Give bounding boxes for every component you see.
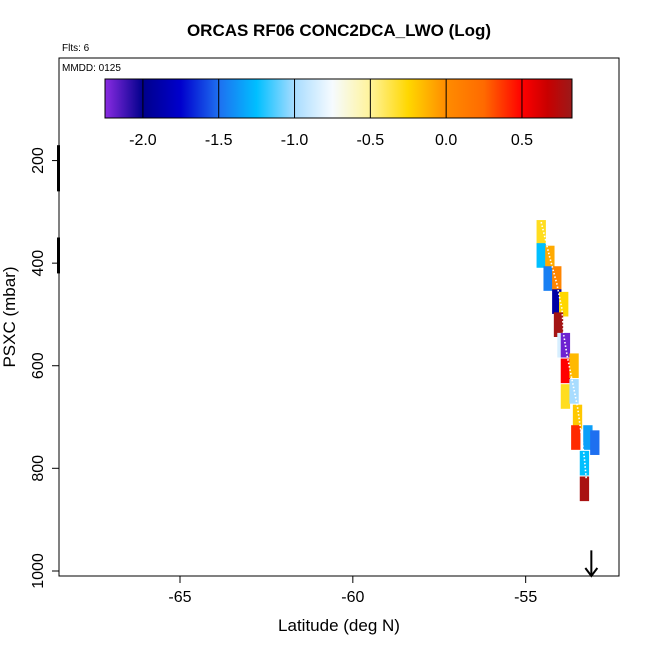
- data-cell: [552, 289, 562, 314]
- data-cell: [552, 266, 562, 291]
- plot-area: [57, 145, 600, 502]
- colorbar-tick-label: 0.0: [435, 132, 457, 149]
- data-cell: [560, 358, 571, 384]
- data-cell: [572, 404, 583, 430]
- colorbar-ticks: -2.0 -1.5 -1.0 -0.5 0.0 0.5: [129, 79, 533, 149]
- data-cell: [571, 425, 581, 450]
- y-tick-label: 400: [30, 250, 47, 277]
- flights-label: Flts: 6: [62, 43, 90, 54]
- arrow-head: [584, 567, 599, 578]
- arrow-marker: [584, 550, 599, 578]
- data-cell: [590, 430, 600, 455]
- colorbar-tick-label: -0.5: [357, 132, 385, 149]
- y-tick-label: 200: [30, 147, 47, 174]
- data-cell: [569, 353, 579, 379]
- data-cell: [560, 332, 571, 358]
- x-axis: -65 -60 -55: [168, 575, 537, 606]
- colorbar-tick-label: -2.0: [129, 132, 157, 149]
- x-tick-label: -60: [341, 589, 364, 606]
- data-cell: [553, 312, 564, 338]
- colorbar-tick-label: -1.5: [205, 132, 233, 149]
- x-tick-label: -55: [514, 589, 537, 606]
- data-cell: [579, 476, 590, 502]
- y-tick-label: 600: [30, 352, 47, 379]
- data-cell: [545, 245, 555, 271]
- y-axis-label: PSXC (mbar): [0, 266, 19, 367]
- colorbar-tick-label: 0.5: [511, 132, 533, 149]
- colorbar-tick-label: -1.0: [281, 132, 309, 149]
- date-label: MMDD: 0125: [62, 63, 121, 74]
- y-axis: 200 400 600 800 1000: [30, 147, 60, 589]
- colorbar: -2.0 -1.5 -1.0 -0.5 0.0 0.5: [104, 78, 573, 149]
- x-tick-label: -65: [168, 589, 191, 606]
- y-tick-label: 1000: [30, 553, 47, 589]
- data-cell: [536, 220, 546, 245]
- data-cell: [543, 266, 553, 291]
- x-axis-label: Latitude (deg N): [278, 616, 400, 635]
- data-cell: [583, 425, 593, 450]
- data-cell: [536, 243, 546, 268]
- colorbar-bar: [104, 78, 573, 119]
- y-tick-label: 800: [30, 455, 47, 482]
- data-cell: [560, 384, 571, 409]
- data-cell: [559, 291, 569, 317]
- chart-title: ORCAS RF06 CONC2DCA_LWO (Log): [187, 21, 491, 40]
